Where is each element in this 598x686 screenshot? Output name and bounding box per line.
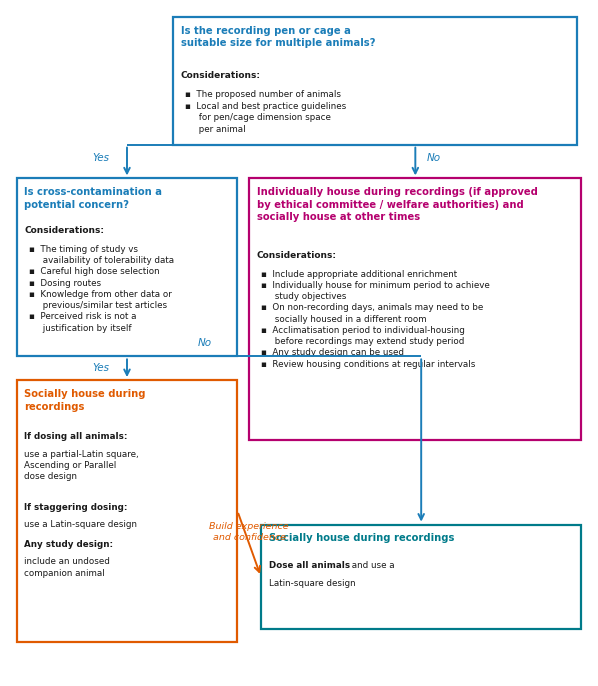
Text: use a Latin-square design: use a Latin-square design [24, 521, 137, 530]
Text: Considerations:: Considerations: [257, 251, 337, 260]
Text: ▪  Include appropriate additional enrichment
▪  Individually house for minimum p: ▪ Include appropriate additional enrichm… [261, 270, 490, 368]
FancyBboxPatch shape [249, 178, 581, 440]
Text: Yes: Yes [93, 153, 109, 163]
Text: use a partial-Latin square,
Ascending or Parallel
dose design: use a partial-Latin square, Ascending or… [24, 450, 139, 482]
Text: Considerations:: Considerations: [24, 226, 104, 235]
Text: ▪  The timing of study vs
     availability of tolerability data
▪  Careful high: ▪ The timing of study vs availability of… [29, 245, 174, 333]
FancyBboxPatch shape [17, 178, 237, 357]
Text: Dose all animals: Dose all animals [269, 561, 350, 571]
Text: Individually house during recordings (if approved
by ethical committee / welfare: Individually house during recordings (if… [257, 187, 538, 222]
Text: No: No [198, 338, 212, 348]
Text: include an undosed
companion animal: include an undosed companion animal [24, 558, 110, 578]
Text: Socially house during
recordings: Socially house during recordings [24, 389, 146, 412]
Text: Is cross-contamination a
potential concern?: Is cross-contamination a potential conce… [24, 187, 162, 210]
Text: Latin-square design: Latin-square design [269, 579, 355, 588]
Text: Any study design:: Any study design: [24, 540, 113, 549]
Text: Yes: Yes [93, 363, 109, 373]
FancyBboxPatch shape [261, 525, 581, 628]
Text: and use a: and use a [349, 561, 395, 571]
Text: No: No [427, 153, 441, 163]
Text: Is the recording pen or cage a
suitable size for multiple animals?: Is the recording pen or cage a suitable … [181, 25, 375, 49]
FancyBboxPatch shape [173, 17, 577, 145]
Text: If staggering dosing:: If staggering dosing: [24, 503, 127, 512]
FancyBboxPatch shape [17, 380, 237, 642]
Text: ▪  The proposed number of animals
▪  Local and best practice guidelines
     for: ▪ The proposed number of animals ▪ Local… [185, 91, 347, 134]
Text: Build experience
and confidence: Build experience and confidence [209, 521, 289, 542]
Text: If dosing all animals:: If dosing all animals: [24, 432, 127, 441]
Text: Considerations:: Considerations: [181, 71, 261, 80]
Text: Socially house during recordings: Socially house during recordings [269, 533, 454, 543]
